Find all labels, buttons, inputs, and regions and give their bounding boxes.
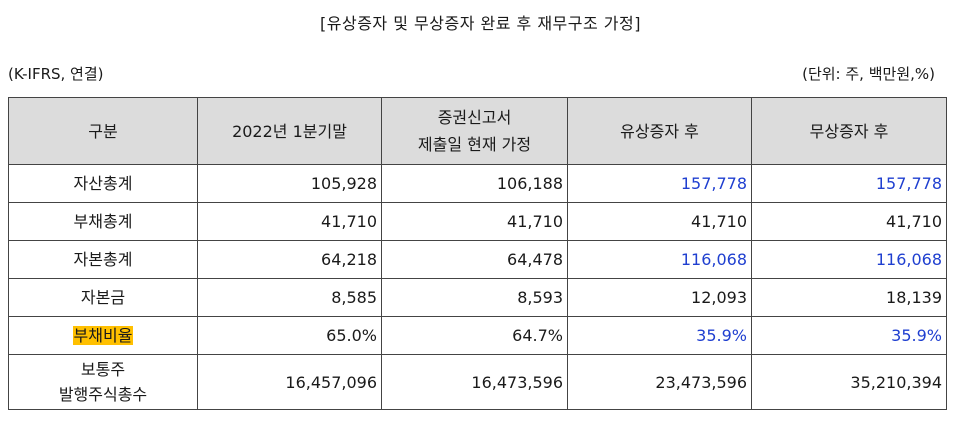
cell-value: 105,928 — [197, 164, 382, 203]
highlighted-label: 부채비율 — [72, 326, 134, 345]
cell-value: 64.7% — [381, 316, 568, 355]
table-row: 보통주 발행주식총수 16,457,096 16,473,596 23,473,… — [8, 354, 947, 410]
cell-value: 8,593 — [381, 278, 568, 317]
cell-value: 41,710 — [751, 202, 947, 241]
table-row: 부채비율 65.0% 64.7% 35.9% 35.9% — [8, 316, 947, 355]
header-q1-2022: 2022년 1분기말 — [197, 97, 382, 165]
header-after-rights-offering: 유상증자 후 — [567, 97, 752, 165]
cell-value-highlighted: 116,068 — [751, 240, 947, 279]
cell-value: 106,188 — [381, 164, 568, 203]
cell-value-highlighted: 157,778 — [751, 164, 947, 203]
header-after-bonus-issue: 무상증자 후 — [751, 97, 947, 165]
row-label-total-equity: 자본총계 — [8, 240, 198, 279]
row-label-total-assets: 자산총계 — [8, 164, 198, 203]
cell-value: 64,218 — [197, 240, 382, 279]
cell-value-highlighted: 157,778 — [567, 164, 752, 203]
cell-value: 16,457,096 — [197, 354, 382, 410]
cell-value: 35,210,394 — [751, 354, 947, 410]
cell-value: 23,473,596 — [567, 354, 752, 410]
table-row: 부채총계 41,710 41,710 41,710 41,710 — [8, 202, 947, 241]
header-row: 구분 2022년 1분기말 증권신고서 제출일 현재 가정 유상증자 후 무상증… — [8, 97, 947, 165]
cell-value: 41,710 — [381, 202, 568, 241]
cell-value: 41,710 — [197, 202, 382, 241]
cell-value: 41,710 — [567, 202, 752, 241]
cell-value: 12,093 — [567, 278, 752, 317]
row-label-line1: 보통주 — [80, 360, 126, 379]
cell-value-highlighted: 116,068 — [567, 240, 752, 279]
table-row: 자본총계 64,218 64,478 116,068 116,068 — [8, 240, 947, 279]
header-category: 구분 — [8, 97, 198, 165]
cell-value-highlighted: 35.9% — [567, 316, 752, 355]
cell-value: 64,478 — [381, 240, 568, 279]
header-filing-date: 증권신고서 제출일 현재 가정 — [381, 97, 568, 165]
table-row: 자산총계 105,928 106,188 157,778 157,778 — [8, 164, 947, 203]
row-label-total-liabilities: 부채총계 — [8, 202, 198, 241]
accounting-basis: (K-IFRS, 연결) — [8, 65, 104, 83]
cell-value-highlighted: 35.9% — [751, 316, 947, 355]
row-label-capital-stock: 자본금 — [8, 278, 198, 317]
cell-value: 8,585 — [197, 278, 382, 317]
cell-value: 16,473,596 — [381, 354, 568, 410]
header-filing-line1: 증권신고서 — [437, 108, 512, 127]
table-row: 자본금 8,585 8,593 12,093 18,139 — [8, 278, 947, 317]
row-label-line2: 발행주식총수 — [58, 385, 148, 404]
row-label-shares-outstanding: 보통주 발행주식총수 — [8, 354, 198, 410]
row-label-debt-ratio: 부채비율 — [8, 316, 198, 355]
financial-structure-table: 구분 2022년 1분기말 증권신고서 제출일 현재 가정 유상증자 후 무상증… — [8, 97, 947, 410]
table-body: 자산총계 105,928 106,188 157,778 157,778 부채총… — [8, 164, 947, 410]
document-title: [유상증자 및 무상증자 완료 후 재무구조 가정] — [320, 14, 641, 33]
cell-value: 65.0% — [197, 316, 382, 355]
cell-value: 18,139 — [751, 278, 947, 317]
unit-note: (단위: 주, 백만원,%) — [802, 65, 935, 83]
table-header: 구분 2022년 1분기말 증권신고서 제출일 현재 가정 유상증자 후 무상증… — [8, 97, 947, 165]
header-filing-line2: 제출일 현재 가정 — [417, 135, 532, 154]
